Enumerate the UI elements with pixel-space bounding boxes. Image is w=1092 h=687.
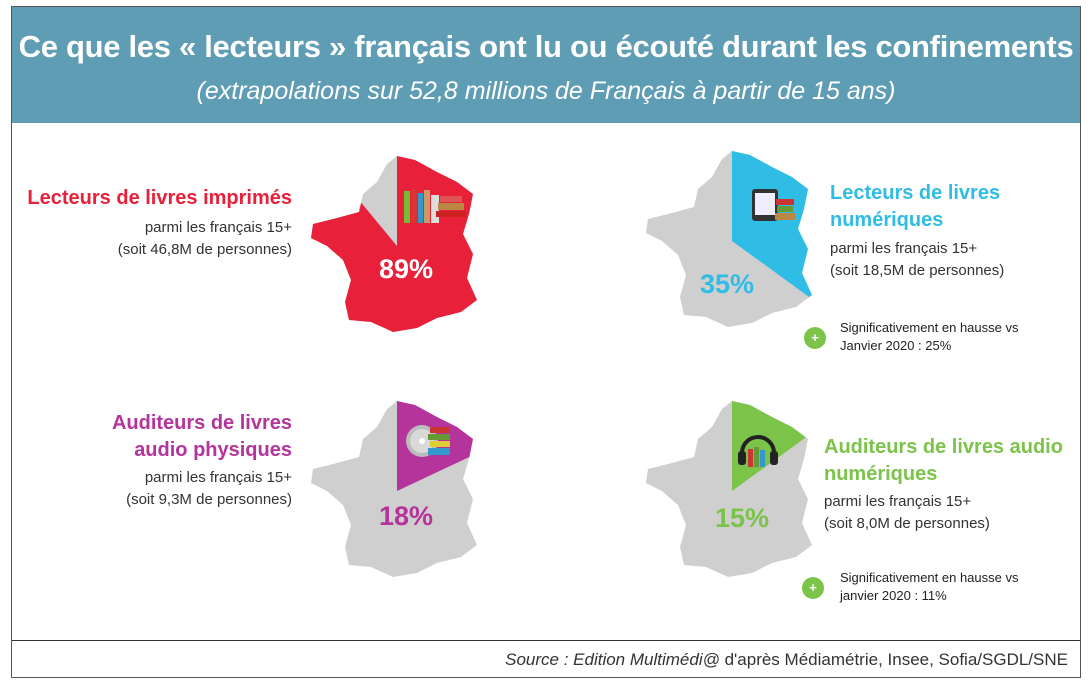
increase-badge-audio-digital: + <box>802 577 824 599</box>
infographic-frame: Ce que les « lecteurs » français ont lu … <box>11 6 1081 678</box>
panel-sub1-digital: parmi les français 15+ <box>830 240 978 257</box>
increase-note-audio-digital-line2: janvier 2020 : 11% <box>840 588 947 603</box>
france-map-audio-physical <box>311 401 477 577</box>
panel-title-digital-line2: numériques <box>830 209 944 231</box>
percent-printed: 89% <box>379 254 434 284</box>
increase-badge-digital: + <box>804 327 826 349</box>
panel-title-audio-digital-line2: numériques <box>824 463 938 485</box>
footer-divider <box>12 640 1080 641</box>
increase-note-digital-line1: Significativement en hausse vs <box>840 320 1019 335</box>
page-title: Ce que les « lecteurs » français ont lu … <box>18 29 1074 64</box>
panel-sub2-digital: (soit 18,5M de personnes) <box>830 262 1005 279</box>
source-note: Source : Edition Multimédi@ d'après Médi… <box>505 650 1068 670</box>
cd-icon <box>406 425 450 457</box>
panel-sub1-audio-digital: parmi les français 15+ <box>824 493 972 510</box>
panel-title-audio-physical-line1: Auditeurs de livres <box>111 412 292 434</box>
france-map-audio-digital <box>646 401 812 577</box>
panel-title-printed: Lecteurs de livres imprimés <box>27 187 292 209</box>
panel-sub2-printed: (soit 46,8M de personnes) <box>117 241 292 258</box>
headphones-icon <box>738 435 778 467</box>
percent-audio-physical: 18% <box>379 501 434 531</box>
books-icon <box>404 189 466 223</box>
panel-sub1-audio-physical: parmi les français 15+ <box>144 469 292 486</box>
panel-sub2-audio-digital: (soit 8,0M de personnes) <box>824 515 990 532</box>
panel-title-digital-line1: Lecteurs de livres <box>830 182 1001 204</box>
ebook-icon <box>752 189 795 221</box>
panel-sub1-printed: parmi les français 15+ <box>144 219 292 236</box>
source-rest: d'après Médiamétrie, Insee, Sofia/SGDL/S… <box>719 650 1068 669</box>
increase-note-audio-digital-line1: Significativement en hausse vs <box>840 570 1019 585</box>
map-sector-printed <box>311 156 477 332</box>
france-map-printed <box>311 156 477 332</box>
panel-title-audio-physical-line2: audio physiques <box>134 439 292 461</box>
increase-note-digital-line2: Janvier 2020 : 25% <box>840 338 952 353</box>
panel-sub2-audio-physical: (soit 9,3M de personnes) <box>126 491 292 508</box>
header-banner: Ce que les « lecteurs » français ont lu … <box>12 7 1080 123</box>
percent-digital: 35% <box>700 269 755 299</box>
panel-title-audio-digital-line1: Auditeurs de livres audio <box>824 436 1063 458</box>
source-italic: Source : Edition Multimédi@ <box>505 650 720 669</box>
percent-audio-digital: 15% <box>715 503 770 533</box>
france-map-digital <box>646 151 812 327</box>
page-subtitle: (extrapolations sur 52,8 millions de Fra… <box>196 77 896 105</box>
